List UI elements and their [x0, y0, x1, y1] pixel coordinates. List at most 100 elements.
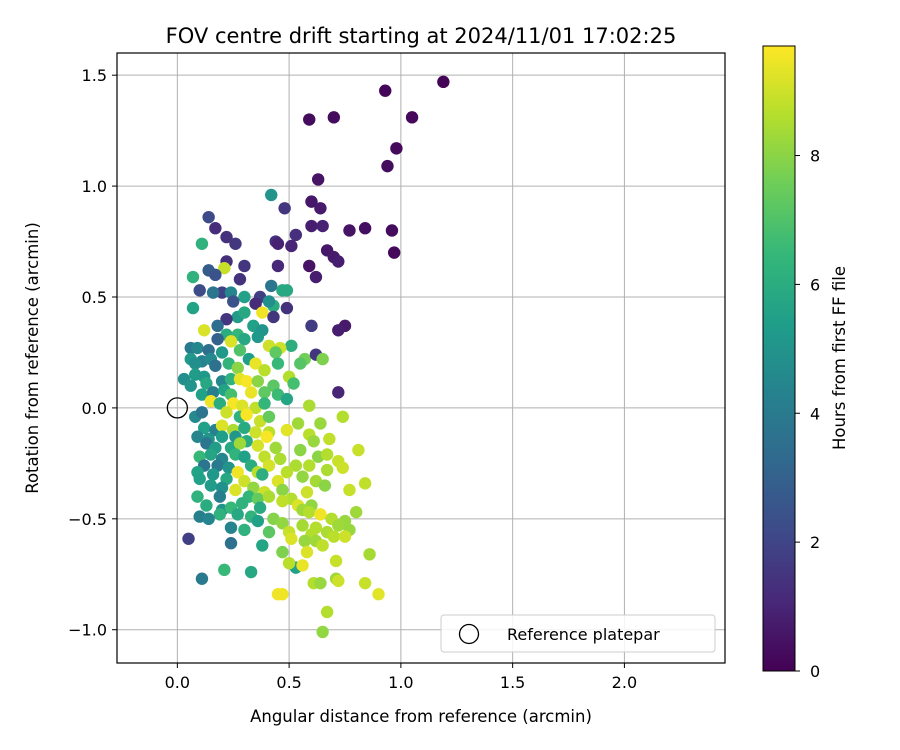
data-point: [320, 605, 334, 619]
data-point: [195, 572, 209, 585]
data-point: [211, 332, 224, 346]
colorbar: [762, 45, 796, 672]
data-point: [316, 352, 329, 366]
data-point: [303, 113, 316, 126]
y-tick-label: 0.5: [82, 288, 107, 307]
data-point: [258, 364, 271, 377]
data-point: [220, 406, 233, 419]
data-point: [271, 357, 285, 370]
data-point: [300, 545, 314, 559]
legend: Reference platepar: [440, 614, 716, 653]
data-point: [235, 497, 249, 510]
data-point: [244, 386, 258, 399]
data-point: [285, 532, 298, 545]
data-point: [238, 474, 251, 488]
y-axis-ticks: −1.0 −0.5 0.0 0.5 1.0 1.5: [68, 66, 117, 640]
data-point: [238, 421, 251, 435]
data-point: [262, 295, 276, 308]
data-point: [294, 357, 307, 370]
data-point: [314, 576, 327, 590]
data-point: [251, 514, 265, 528]
data-point: [276, 517, 289, 530]
data-point: [209, 359, 222, 372]
data-point: [233, 437, 247, 450]
data-point: [213, 397, 227, 410]
data-point: [358, 477, 372, 490]
data-point: [372, 588, 385, 601]
data-point: [215, 419, 229, 432]
colorbar-tick-label: 2: [810, 533, 820, 552]
data-points: [177, 75, 450, 639]
data-point: [256, 539, 269, 552]
data-point: [262, 490, 276, 503]
data-point: [249, 357, 262, 370]
data-point: [240, 375, 253, 388]
data-point: [316, 219, 329, 233]
data-point: [287, 377, 300, 390]
data-point: [291, 417, 305, 430]
data-point: [184, 379, 197, 392]
reference-marker: [166, 397, 189, 419]
colorbar-tick-label: 4: [810, 404, 820, 423]
data-point: [206, 468, 220, 481]
data-point: [276, 588, 289, 601]
data-point: [202, 512, 215, 526]
data-point: [256, 306, 269, 319]
data-point: [265, 279, 278, 293]
data-point: [320, 448, 334, 461]
data-point: [229, 483, 242, 497]
data-point: [209, 268, 222, 282]
data-point: [343, 483, 356, 497]
data-point: [285, 339, 298, 352]
data-point: [278, 202, 291, 215]
data-point: [191, 341, 204, 355]
data-point: [202, 210, 215, 224]
data-point: [197, 421, 211, 435]
data-point: [193, 472, 206, 486]
y-tick-label: −1.0: [68, 621, 107, 640]
data-point: [213, 490, 227, 503]
data-point: [244, 565, 258, 579]
data-point: [249, 297, 262, 310]
data-point: [238, 259, 251, 273]
data-point: [300, 486, 314, 499]
data-point: [215, 286, 229, 299]
data-point: [195, 388, 209, 401]
data-point: [186, 270, 200, 284]
colorbar-tick-label: 8: [810, 147, 820, 166]
data-point: [271, 259, 285, 273]
data-point: [276, 483, 289, 497]
data-point: [253, 501, 267, 514]
data-point: [363, 548, 376, 561]
y-tick-label: −0.5: [68, 510, 107, 529]
x-tick-label: 2.0: [612, 673, 637, 692]
data-point: [195, 406, 209, 419]
data-point: [251, 375, 265, 388]
data-point: [379, 84, 392, 97]
data-point: [352, 443, 365, 457]
data-point: [343, 224, 356, 237]
data-point: [204, 479, 218, 492]
x-tick-label: 1.0: [388, 673, 413, 692]
data-point: [224, 521, 238, 534]
data-point: [332, 324, 345, 337]
data-point: [182, 532, 195, 545]
colorbar-label: Hours from first FF file: [830, 266, 849, 450]
colorbar-ticks: 0 2 4 6 8: [795, 147, 820, 681]
y-tick-label: 0.0: [82, 399, 107, 418]
data-point: [323, 432, 336, 446]
reference-platepar-marker: [166, 397, 189, 419]
y-tick-label: 1.0: [82, 177, 107, 196]
data-point: [298, 534, 311, 548]
data-point: [314, 508, 327, 521]
chart-title: FOV centre drift starting at 2024/11/01 …: [166, 24, 677, 48]
data-point: [349, 505, 363, 519]
data-point: [381, 159, 394, 173]
data-point: [191, 430, 204, 443]
data-point: [320, 463, 334, 477]
data-point: [311, 173, 325, 186]
x-tick-label: 1.5: [500, 673, 525, 692]
data-point: [327, 530, 341, 543]
data-point: [309, 270, 323, 284]
data-point: [303, 399, 316, 412]
